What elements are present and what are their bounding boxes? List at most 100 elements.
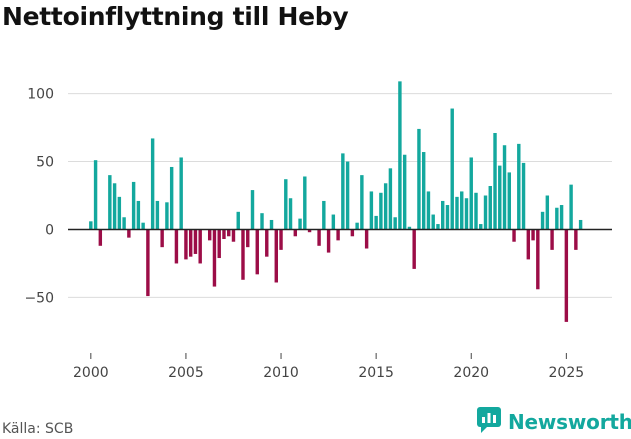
bar bbox=[555, 207, 559, 230]
bar bbox=[260, 213, 264, 230]
bar bbox=[531, 229, 535, 241]
bar bbox=[479, 224, 483, 230]
x-tick-label: 2020 bbox=[453, 365, 489, 381]
bars bbox=[89, 81, 583, 322]
x-tick-label: 2005 bbox=[168, 365, 204, 381]
bar bbox=[369, 191, 374, 230]
bar bbox=[212, 229, 217, 287]
bar bbox=[307, 229, 312, 233]
bar bbox=[393, 217, 397, 230]
bar bbox=[341, 153, 345, 230]
bar bbox=[398, 81, 402, 230]
bar bbox=[131, 181, 136, 230]
bar bbox=[136, 200, 141, 230]
bar bbox=[93, 160, 98, 230]
x-tick-label: 2000 bbox=[73, 365, 109, 381]
bar bbox=[326, 229, 331, 253]
bar bbox=[184, 229, 188, 260]
bar bbox=[355, 222, 359, 230]
bar bbox=[322, 200, 326, 230]
x-tick-label: 2025 bbox=[549, 365, 585, 381]
bar bbox=[550, 229, 554, 250]
bar bbox=[250, 190, 255, 230]
bar bbox=[255, 229, 259, 275]
bar bbox=[241, 229, 245, 280]
newsworthy-logo[interactable]: Newsworthy bbox=[476, 407, 631, 436]
bar bbox=[383, 183, 388, 230]
bar bbox=[441, 200, 445, 230]
bar bbox=[417, 128, 421, 230]
y-tick-label: 100 bbox=[27, 87, 54, 103]
bar bbox=[521, 162, 526, 230]
bar bbox=[360, 175, 364, 230]
bar bbox=[89, 221, 93, 230]
source-note: Källa: SCB bbox=[2, 421, 74, 437]
bar bbox=[569, 184, 573, 230]
bar-chart: −50 0 50 100 2000 2005 2010 2015 2020 2025 bbox=[24, 81, 612, 381]
bar bbox=[379, 192, 383, 230]
bar bbox=[374, 215, 378, 230]
bar bbox=[288, 198, 293, 230]
bar bbox=[455, 196, 459, 230]
bar bbox=[217, 229, 221, 259]
bar bbox=[412, 229, 416, 269]
bar bbox=[502, 145, 507, 230]
bar bbox=[483, 195, 488, 230]
bar bbox=[279, 229, 283, 250]
chart-title: Nettoinflyttning till Heby bbox=[2, 2, 349, 31]
bar bbox=[336, 229, 340, 241]
bar bbox=[426, 191, 431, 230]
bar bbox=[450, 108, 454, 230]
bar bbox=[578, 219, 583, 230]
bar bbox=[559, 205, 564, 230]
bar bbox=[174, 229, 179, 264]
bar bbox=[188, 229, 193, 257]
bar bbox=[231, 229, 236, 242]
bar bbox=[540, 211, 545, 230]
bar bbox=[517, 143, 521, 230]
bar bbox=[303, 176, 307, 230]
bar bbox=[407, 226, 412, 230]
bar bbox=[345, 161, 350, 230]
bar bbox=[293, 229, 298, 237]
bar bbox=[564, 229, 569, 322]
bar bbox=[284, 179, 288, 230]
bar bbox=[460, 191, 464, 230]
bar bbox=[274, 229, 278, 283]
bar bbox=[388, 168, 393, 230]
bar bbox=[498, 165, 502, 230]
bar bbox=[431, 214, 435, 230]
bar bbox=[169, 166, 174, 230]
brand-name: Newsworthy bbox=[508, 410, 631, 434]
grid-lines bbox=[68, 93, 612, 298]
x-tick-label: 2015 bbox=[358, 365, 394, 381]
bar bbox=[265, 229, 269, 257]
y-tick-labels: −50 0 50 100 bbox=[24, 87, 54, 307]
bar bbox=[112, 183, 117, 230]
bar bbox=[127, 229, 131, 238]
bar bbox=[222, 229, 226, 239]
bar bbox=[421, 152, 426, 230]
x-tick-label: 2010 bbox=[263, 365, 299, 381]
bar bbox=[141, 222, 145, 230]
bar bbox=[122, 217, 126, 230]
bar bbox=[350, 229, 355, 237]
bar bbox=[402, 154, 407, 230]
y-tick-label: 0 bbox=[45, 222, 54, 238]
bar bbox=[117, 196, 122, 230]
bar bbox=[146, 229, 150, 297]
bar bbox=[474, 192, 478, 230]
bar bbox=[436, 224, 440, 230]
bar bbox=[469, 157, 473, 230]
bar bbox=[193, 229, 198, 254]
bar bbox=[464, 198, 469, 230]
bar bbox=[246, 229, 250, 248]
bar bbox=[512, 229, 516, 242]
bar bbox=[165, 202, 169, 230]
y-tick-label: 50 bbox=[36, 155, 54, 171]
bar bbox=[574, 229, 578, 250]
bar bbox=[331, 214, 336, 230]
bar bbox=[545, 195, 550, 230]
bar bbox=[179, 157, 183, 230]
bar bbox=[493, 133, 497, 230]
